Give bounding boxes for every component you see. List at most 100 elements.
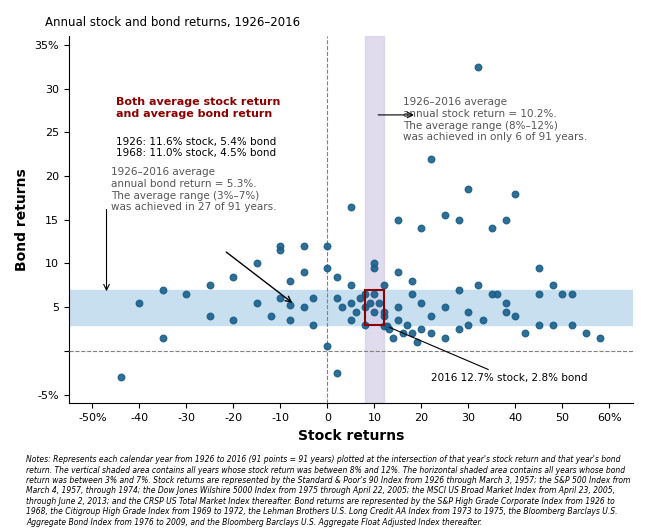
Point — [557, 290, 568, 298]
Point — [351, 307, 361, 316]
Point — [548, 320, 559, 329]
Point — [440, 303, 450, 311]
Point — [228, 272, 238, 281]
Point — [332, 272, 342, 281]
Point — [181, 290, 192, 298]
Point — [388, 334, 399, 342]
Point — [478, 316, 488, 325]
Point — [407, 290, 417, 298]
Point — [284, 301, 295, 310]
Point — [299, 242, 309, 250]
Point — [397, 329, 408, 338]
Point — [115, 373, 126, 381]
Point — [501, 298, 511, 307]
Point — [454, 285, 464, 294]
Point — [355, 294, 365, 303]
Text: 1926–2016 average
annual stock return = 10.2%.
The average range (8%–12%)
was ac: 1926–2016 average annual stock return = … — [402, 97, 587, 142]
Point — [393, 316, 403, 325]
Point — [402, 320, 413, 329]
Point — [308, 320, 319, 329]
Point — [322, 263, 332, 272]
Point — [411, 338, 422, 346]
Point — [332, 294, 342, 303]
Point — [393, 268, 403, 277]
Point — [534, 263, 544, 272]
Point — [275, 242, 286, 250]
Point — [510, 189, 520, 198]
Point — [369, 307, 380, 316]
Point — [365, 298, 375, 307]
Text: 2016 12.7% stock, 2.8% bond: 2016 12.7% stock, 2.8% bond — [389, 327, 587, 384]
Point — [463, 185, 474, 194]
Point — [416, 225, 426, 233]
Point — [463, 320, 474, 329]
Point — [346, 298, 356, 307]
Point — [407, 277, 417, 285]
Point — [322, 342, 332, 351]
Point — [360, 320, 370, 329]
Point — [205, 281, 215, 289]
Point — [332, 368, 342, 377]
Point — [416, 298, 426, 307]
Point — [384, 325, 394, 333]
Point — [454, 325, 464, 333]
Point — [336, 303, 347, 311]
Point — [393, 303, 403, 311]
X-axis label: Stock returns: Stock returns — [298, 428, 404, 443]
Point — [487, 225, 497, 233]
Point — [134, 298, 145, 307]
Point — [228, 316, 238, 325]
Point — [205, 312, 215, 320]
Point — [275, 294, 286, 303]
Point — [369, 259, 380, 268]
Point — [426, 154, 436, 163]
Point — [266, 312, 276, 320]
Point — [322, 242, 332, 250]
Point — [252, 298, 262, 307]
Point — [491, 290, 502, 298]
Point — [426, 312, 436, 320]
Point — [520, 329, 530, 338]
Text: Both average stock return
and average bond return: Both average stock return and average bo… — [116, 97, 281, 119]
Point — [426, 329, 436, 338]
Bar — [69, 289, 633, 325]
Point — [378, 281, 389, 289]
Point — [501, 307, 511, 316]
Point — [157, 285, 168, 294]
Text: 1926: 11.6% stock, 5.4% bond
1968: 11.0% stock, 4.5% bond: 1926: 11.6% stock, 5.4% bond 1968: 11.0%… — [116, 137, 276, 159]
Point — [472, 281, 483, 289]
Text: 1926–2016 average
annual bond return = 5.3%.
The average range (3%–7%)
was achie: 1926–2016 average annual bond return = 5… — [111, 168, 277, 212]
Point — [360, 290, 370, 298]
Point — [378, 307, 389, 316]
Point — [369, 263, 380, 272]
Point — [299, 303, 309, 311]
Point — [534, 290, 544, 298]
Point — [382, 322, 392, 330]
Point — [567, 290, 577, 298]
Point — [501, 215, 511, 224]
Point — [275, 246, 286, 255]
Point — [157, 334, 168, 342]
Point — [463, 307, 474, 316]
Point — [487, 290, 497, 298]
Point — [472, 63, 483, 71]
Point — [534, 320, 544, 329]
Point — [299, 268, 309, 277]
Point — [308, 294, 319, 303]
Point — [393, 215, 403, 224]
Point — [378, 322, 389, 330]
Point — [346, 202, 356, 211]
Point — [454, 215, 464, 224]
Point — [284, 316, 295, 325]
Point — [378, 312, 389, 320]
Point — [567, 320, 577, 329]
Point — [374, 298, 384, 307]
Point — [595, 334, 605, 342]
Point — [440, 334, 450, 342]
Text: Annual stock and bond returns, 1926–2016: Annual stock and bond returns, 1926–2016 — [45, 16, 301, 29]
Point — [360, 303, 370, 311]
Point — [548, 281, 559, 289]
Point — [407, 329, 417, 338]
Y-axis label: Bond returns: Bond returns — [15, 169, 29, 271]
Point — [581, 329, 591, 338]
